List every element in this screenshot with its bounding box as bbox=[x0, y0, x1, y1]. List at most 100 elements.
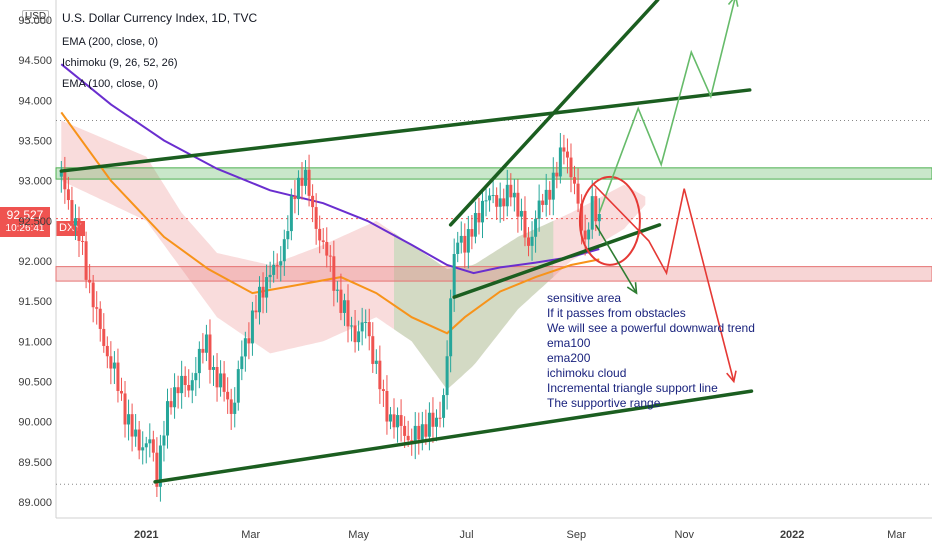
candle-body bbox=[548, 189, 552, 200]
candle-body bbox=[477, 212, 481, 223]
candle-body bbox=[201, 348, 205, 353]
candle-body bbox=[158, 445, 162, 487]
candle-body bbox=[328, 255, 332, 257]
candle-body bbox=[59, 171, 63, 177]
candle-body bbox=[243, 338, 247, 357]
chart-title: U.S. Dollar Currency Index, 1D, TVC bbox=[62, 11, 258, 25]
candle-body bbox=[473, 212, 477, 237]
candle-body bbox=[353, 325, 357, 343]
candle-body bbox=[335, 289, 339, 291]
candle-body bbox=[463, 235, 467, 253]
candle-body bbox=[197, 348, 201, 374]
candle-body bbox=[293, 196, 297, 200]
candle-body bbox=[509, 184, 513, 198]
candle-body bbox=[250, 310, 254, 344]
candle-body bbox=[406, 435, 410, 441]
indicator-label: EMA (100, close, 0) bbox=[62, 78, 158, 90]
triangle-support-trend-line bbox=[452, 223, 662, 299]
candle-body bbox=[151, 439, 155, 453]
candle-body bbox=[488, 195, 492, 201]
candle-body bbox=[247, 338, 251, 344]
candle-body bbox=[502, 198, 506, 207]
ichimoku-cloud-bearish bbox=[61, 120, 646, 390]
candle-body bbox=[144, 443, 148, 448]
candle-body bbox=[346, 300, 350, 327]
candle-body bbox=[434, 417, 438, 427]
candle-body bbox=[130, 414, 134, 437]
candle-body bbox=[102, 328, 106, 346]
candle-body bbox=[91, 282, 95, 308]
y-tick-label: 91.000 bbox=[18, 336, 52, 348]
candle-body bbox=[77, 218, 81, 241]
candle-body bbox=[190, 380, 194, 391]
candle-body bbox=[268, 274, 272, 278]
candle-body bbox=[258, 286, 262, 313]
candle-body bbox=[70, 200, 74, 226]
candle-body bbox=[449, 298, 453, 357]
candle-body bbox=[286, 231, 290, 240]
candle-body bbox=[403, 425, 407, 436]
annotation-line: The supportive range bbox=[547, 396, 661, 410]
y-tick-label: 90.500 bbox=[18, 376, 52, 388]
x-tick-label: Mar bbox=[241, 529, 260, 541]
y-tick-label: 92.500 bbox=[18, 216, 52, 228]
bullish-scenario-arrowhead bbox=[727, 0, 739, 7]
candle-body bbox=[551, 172, 555, 200]
candle-body bbox=[523, 210, 527, 238]
candle-body bbox=[530, 236, 534, 246]
candle-body bbox=[73, 218, 77, 226]
candle-body bbox=[512, 192, 516, 198]
candle-body bbox=[66, 189, 70, 201]
candle-body bbox=[459, 235, 463, 243]
candle-body bbox=[296, 177, 300, 200]
candle-body bbox=[109, 356, 113, 369]
candle-body bbox=[155, 452, 159, 487]
candle-body bbox=[342, 300, 346, 313]
steep-rising-trend-line bbox=[448, 0, 660, 227]
candle-body bbox=[367, 321, 371, 337]
candle-body bbox=[282, 239, 286, 262]
candle-body bbox=[275, 264, 279, 266]
candle-body bbox=[127, 414, 131, 425]
last-price-value: 92.527 bbox=[6, 207, 44, 222]
candle-body bbox=[116, 362, 120, 391]
candle-body bbox=[527, 237, 531, 246]
candle-body bbox=[222, 373, 226, 392]
ema200-line bbox=[60, 63, 600, 275]
candle-body bbox=[544, 189, 548, 205]
candle-body bbox=[233, 402, 237, 414]
bearish-scenario-path bbox=[593, 184, 735, 382]
candle-body bbox=[498, 198, 502, 207]
annotation-line: If it passes from obstacles bbox=[547, 306, 686, 320]
candle-body bbox=[590, 196, 594, 230]
x-tick-label: 2022 bbox=[780, 529, 804, 541]
candle-body bbox=[119, 390, 123, 394]
candle-body bbox=[339, 289, 343, 313]
annotation-line: ichimoku cloud bbox=[547, 366, 626, 380]
candle-body bbox=[165, 401, 169, 436]
x-tick-label: Mar bbox=[887, 529, 906, 541]
candle-body bbox=[272, 264, 276, 275]
candle-body bbox=[357, 331, 361, 343]
candle-body bbox=[279, 261, 283, 266]
candle-body bbox=[491, 195, 495, 197]
candle-body bbox=[148, 439, 152, 444]
candle-body bbox=[378, 360, 382, 390]
candle-body bbox=[226, 391, 230, 400]
annotation-line: We will see a powerful downward trend bbox=[547, 321, 755, 335]
candle-body bbox=[573, 177, 577, 184]
x-tick-label: Nov bbox=[674, 529, 694, 541]
candle-body bbox=[466, 229, 470, 253]
candle-body bbox=[123, 393, 127, 425]
candle-body bbox=[484, 200, 488, 202]
candle-body bbox=[81, 240, 85, 242]
indicator-label: Ichimoku (9, 26, 52, 26) bbox=[62, 57, 178, 69]
currency-badge[interactable]: USD bbox=[22, 10, 50, 23]
y-tick-label: 93.500 bbox=[18, 136, 52, 148]
candle-body bbox=[289, 196, 293, 232]
candle-body bbox=[470, 229, 474, 237]
candle-body bbox=[427, 412, 431, 437]
candle-body bbox=[597, 214, 601, 222]
candle-body bbox=[311, 195, 315, 208]
y-tick-label: 95.000 bbox=[18, 15, 52, 27]
